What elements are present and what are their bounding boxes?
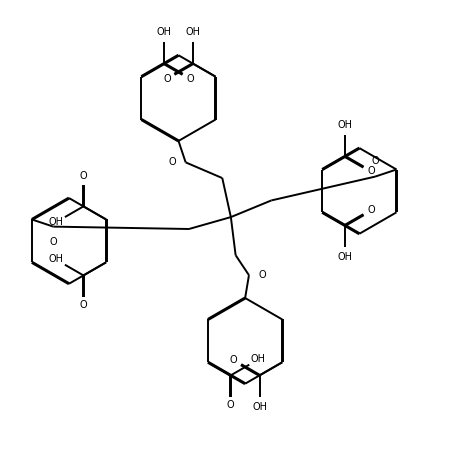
Text: O: O: [186, 74, 194, 83]
Text: O: O: [371, 157, 379, 166]
Text: O: O: [79, 300, 87, 311]
Text: O: O: [169, 158, 176, 167]
Text: OH: OH: [157, 27, 171, 37]
Text: OH: OH: [337, 252, 352, 262]
Text: OH: OH: [49, 218, 63, 227]
Text: O: O: [367, 206, 375, 215]
Text: OH: OH: [252, 402, 267, 412]
Text: O: O: [163, 74, 171, 83]
Text: O: O: [50, 237, 57, 247]
Text: O: O: [79, 171, 87, 181]
Text: O: O: [230, 355, 238, 365]
Text: O: O: [367, 166, 375, 176]
Text: OH: OH: [49, 255, 63, 264]
Text: O: O: [258, 270, 266, 280]
Text: OH: OH: [186, 27, 200, 37]
Text: O: O: [227, 400, 235, 410]
Text: OH: OH: [251, 354, 266, 365]
Text: OH: OH: [337, 120, 352, 130]
